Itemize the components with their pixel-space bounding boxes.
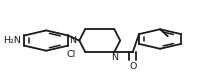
Text: Cl: Cl <box>66 50 76 59</box>
Text: O: O <box>129 62 137 71</box>
Text: N: N <box>111 53 118 62</box>
Text: N: N <box>69 36 76 45</box>
Text: H₂N: H₂N <box>4 36 21 45</box>
